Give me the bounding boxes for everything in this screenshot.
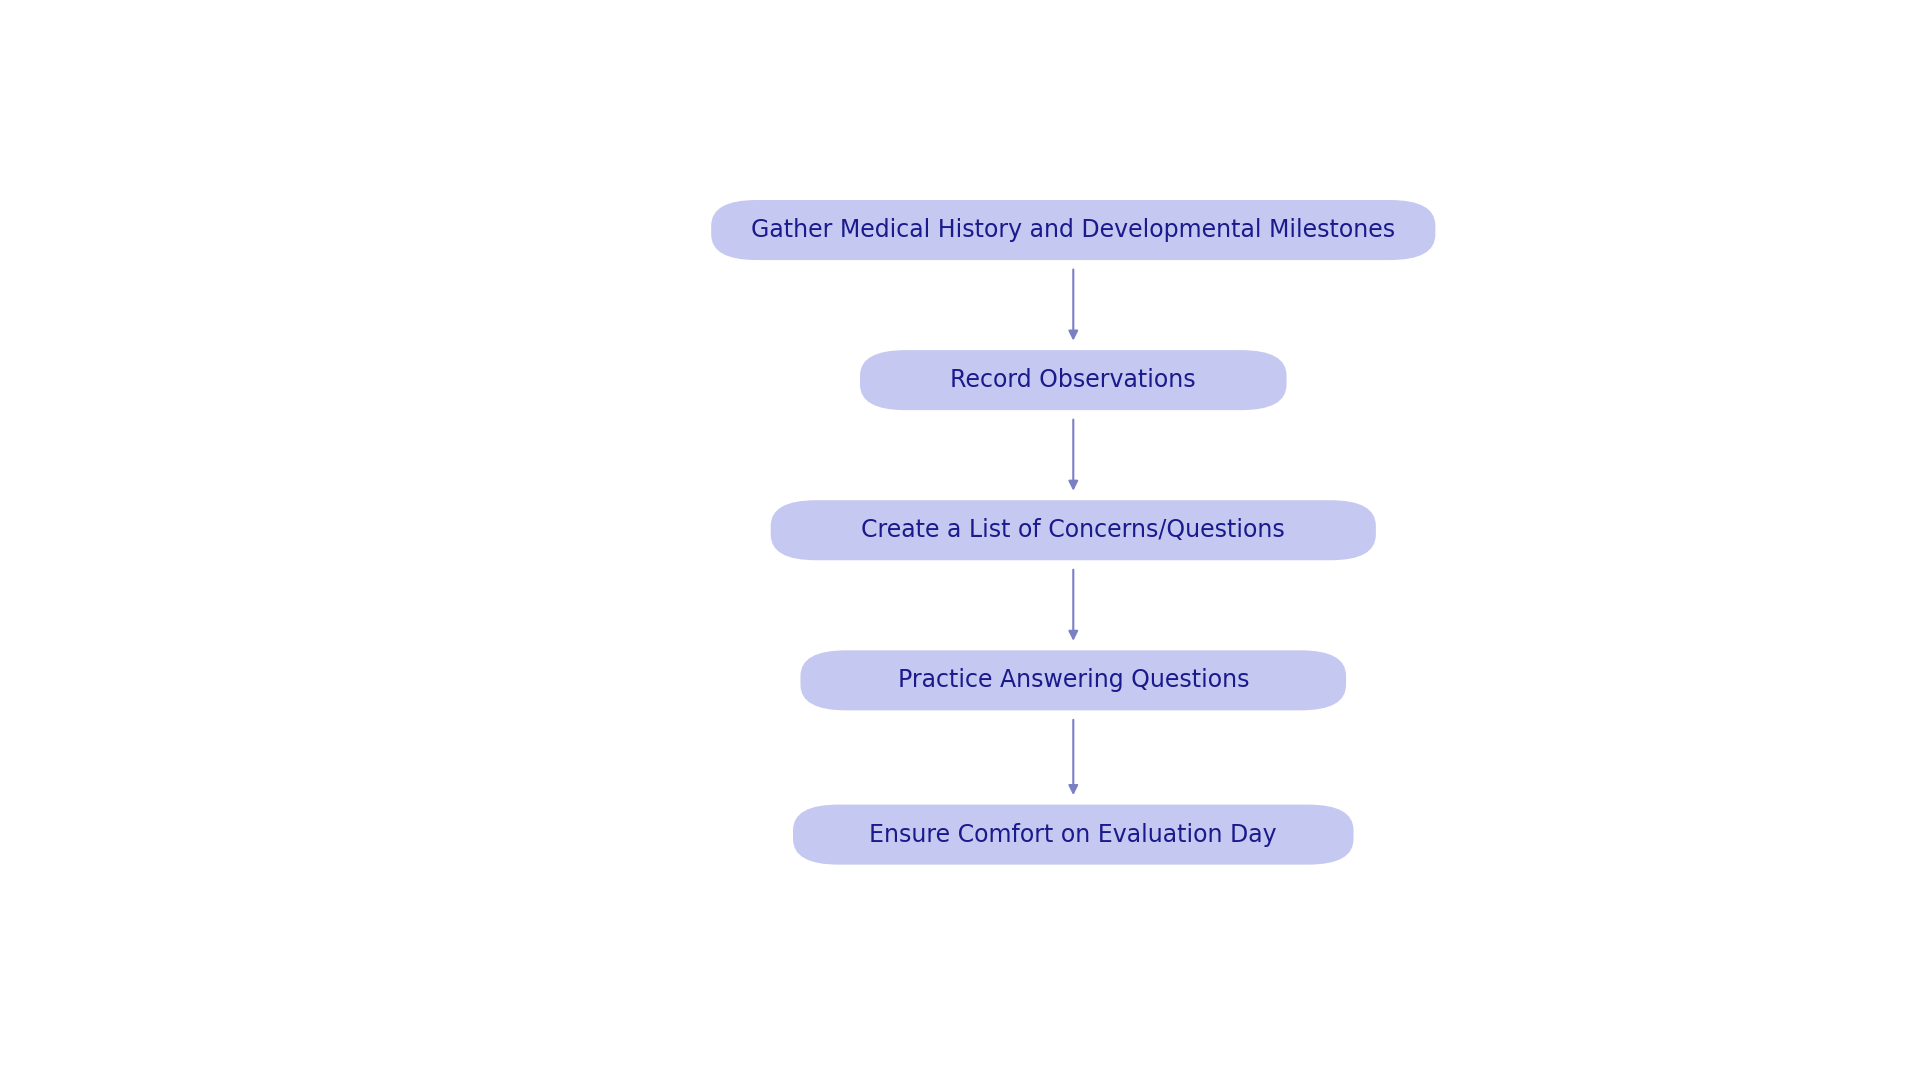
FancyBboxPatch shape [770, 500, 1377, 560]
Text: Gather Medical History and Developmental Milestones: Gather Medical History and Developmental… [751, 218, 1396, 242]
FancyBboxPatch shape [801, 650, 1346, 710]
Text: Record Observations: Record Observations [950, 368, 1196, 392]
Text: Practice Answering Questions: Practice Answering Questions [897, 668, 1250, 692]
Text: Ensure Comfort on Evaluation Day: Ensure Comfort on Evaluation Day [870, 823, 1277, 847]
FancyBboxPatch shape [793, 805, 1354, 864]
Text: Create a List of Concerns/Questions: Create a List of Concerns/Questions [862, 519, 1284, 543]
FancyBboxPatch shape [710, 200, 1436, 260]
FancyBboxPatch shape [860, 350, 1286, 410]
